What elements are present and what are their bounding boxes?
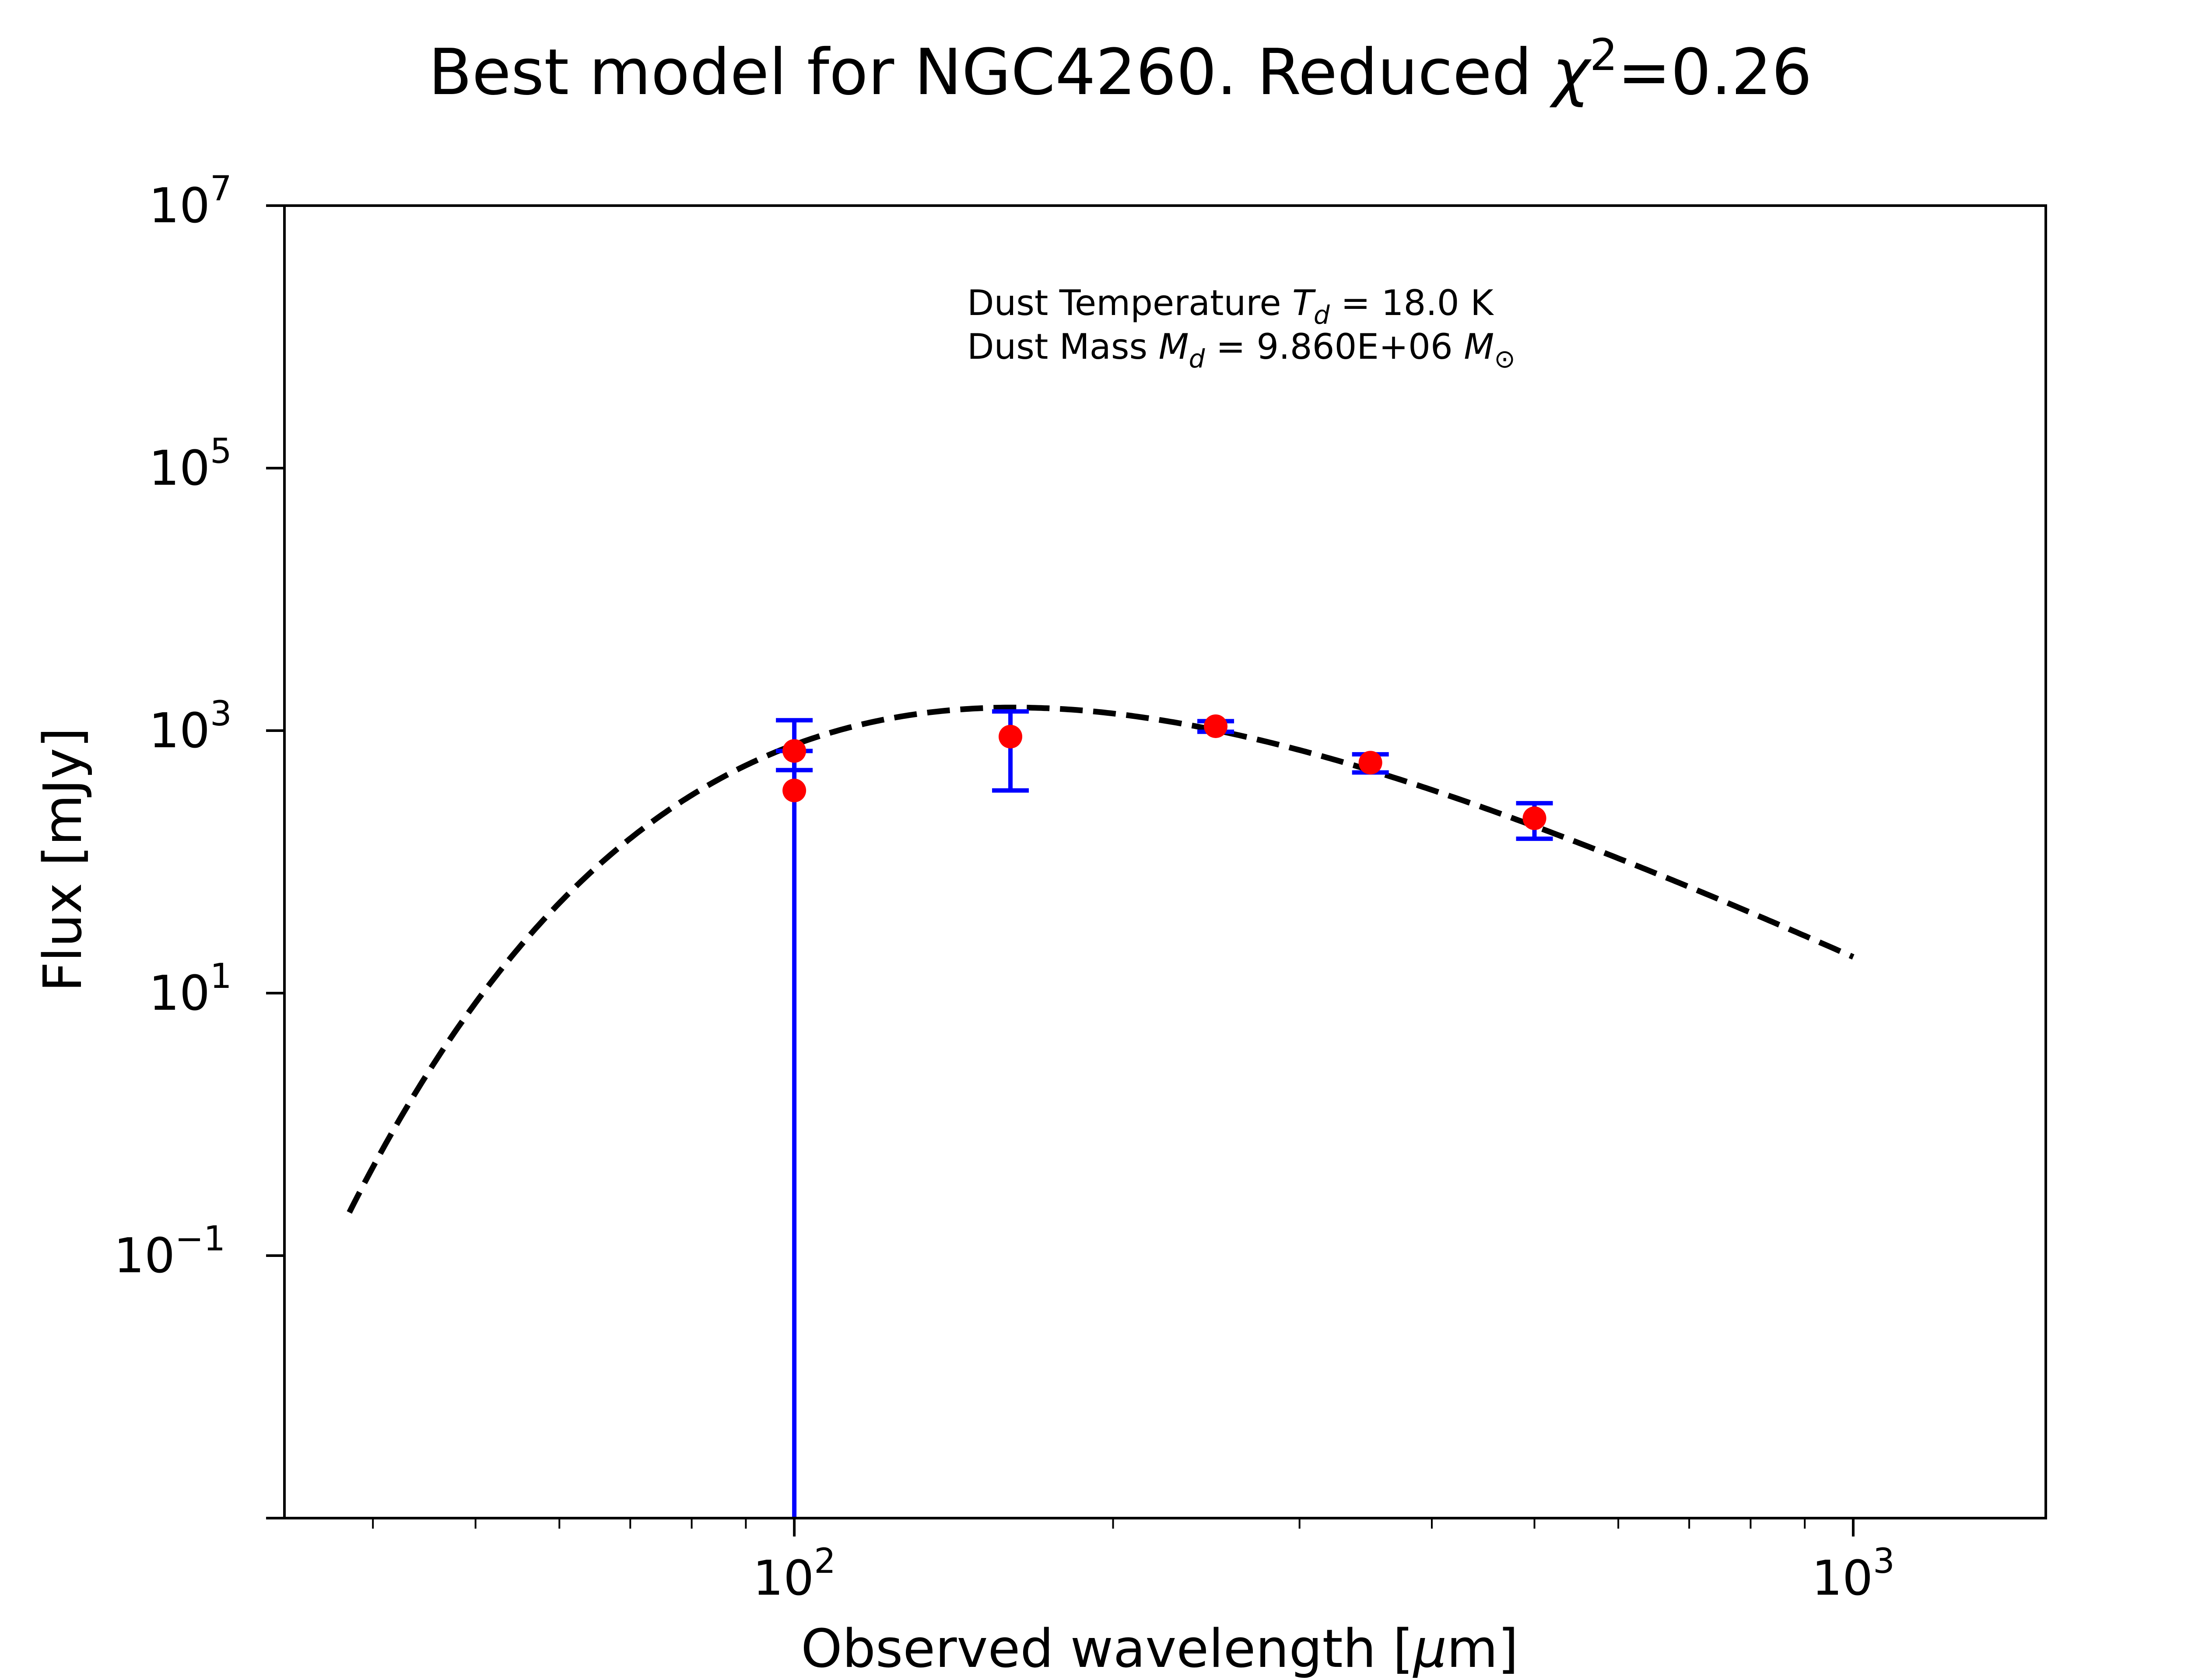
model-curve — [347, 704, 1855, 1214]
annotation-line-2: Dust Mass Md = 9.860E+06 M⊙ — [967, 326, 1515, 374]
annotation-msun-symbol: M — [1464, 326, 1494, 367]
annotation-md-sub: d — [1189, 344, 1206, 374]
chart-title-chi-exponent: 2 — [1590, 29, 1618, 80]
data-point-4 — [1358, 751, 1382, 775]
y-tick-base: 10 — [114, 1228, 175, 1284]
y-tick-exponent: 7 — [210, 169, 232, 209]
chart-title-value: =0.26 — [1618, 35, 1812, 109]
y-tick-exponent: 3 — [210, 694, 232, 734]
x-tick-label-1000: 103 — [1812, 1542, 1895, 1606]
plot-data — [347, 704, 1855, 1518]
x-axis-label-text: Observed wavelength [ — [801, 1619, 1413, 1680]
data-point-0 — [782, 739, 806, 763]
x-tick-exponent: 2 — [814, 1542, 836, 1581]
y-tick-exponent: 5 — [210, 432, 232, 471]
annotation-dust-temperature-label: Dust Temperature — [967, 283, 1292, 323]
x-tick-base: 10 — [1812, 1550, 1873, 1606]
y-tick-exponent: −1 — [175, 1219, 225, 1259]
y-tick-label-10000000: 107 — [149, 169, 232, 234]
annotation-md-symbol: M — [1159, 326, 1189, 367]
annotation-td-sub: d — [1314, 300, 1330, 330]
annotation-dust-mass-label: Dust Mass — [967, 326, 1159, 367]
annotation-td-value: = 18.0 K — [1330, 283, 1494, 323]
data-point-2 — [999, 724, 1023, 749]
x-axis-label-unit: m] — [1447, 1619, 1518, 1680]
chart-title: Best model for NGC4260. Reduced χ2=0.26 — [428, 29, 1812, 109]
x-tick-base: 10 — [753, 1550, 814, 1606]
y-tick-label-10: 101 — [149, 957, 232, 1021]
data-point-5 — [1522, 806, 1546, 830]
x-tick-label-100: 102 — [753, 1542, 836, 1606]
x-axis-label: Observed wavelength [μm] — [801, 1619, 1518, 1680]
y-tick-base: 10 — [149, 440, 210, 496]
data-point-3 — [1204, 714, 1228, 738]
y-tick-base: 10 — [149, 703, 210, 759]
annotation-line-1: Dust Temperature Td = 18.0 K — [967, 283, 1494, 330]
y-tick-base: 10 — [149, 178, 210, 234]
annotation-md-value: = 9.860E+06 — [1205, 326, 1464, 367]
data-point-1 — [782, 778, 806, 802]
axes-frame — [283, 204, 2047, 1519]
y-tick-label-100000: 105 — [149, 432, 232, 496]
y-tick-label-1000: 103 — [149, 694, 232, 759]
chart-title-chi: χ — [1549, 35, 1592, 109]
y-tick-label-0.1: 10−1 — [114, 1219, 225, 1284]
y-tick-base: 10 — [149, 965, 210, 1021]
annotation-td-symbol: T — [1292, 283, 1316, 323]
x-tick-exponent: 3 — [1873, 1542, 1895, 1581]
x-axis-label-mu: μ — [1413, 1619, 1447, 1680]
y-tick-exponent: 1 — [210, 957, 232, 996]
y-axis-label: Flux [mJy] — [33, 728, 94, 992]
chart-title-text: Best model for NGC4260. Reduced — [428, 35, 1552, 109]
annotation-msun-sub: ⊙ — [1494, 344, 1515, 374]
